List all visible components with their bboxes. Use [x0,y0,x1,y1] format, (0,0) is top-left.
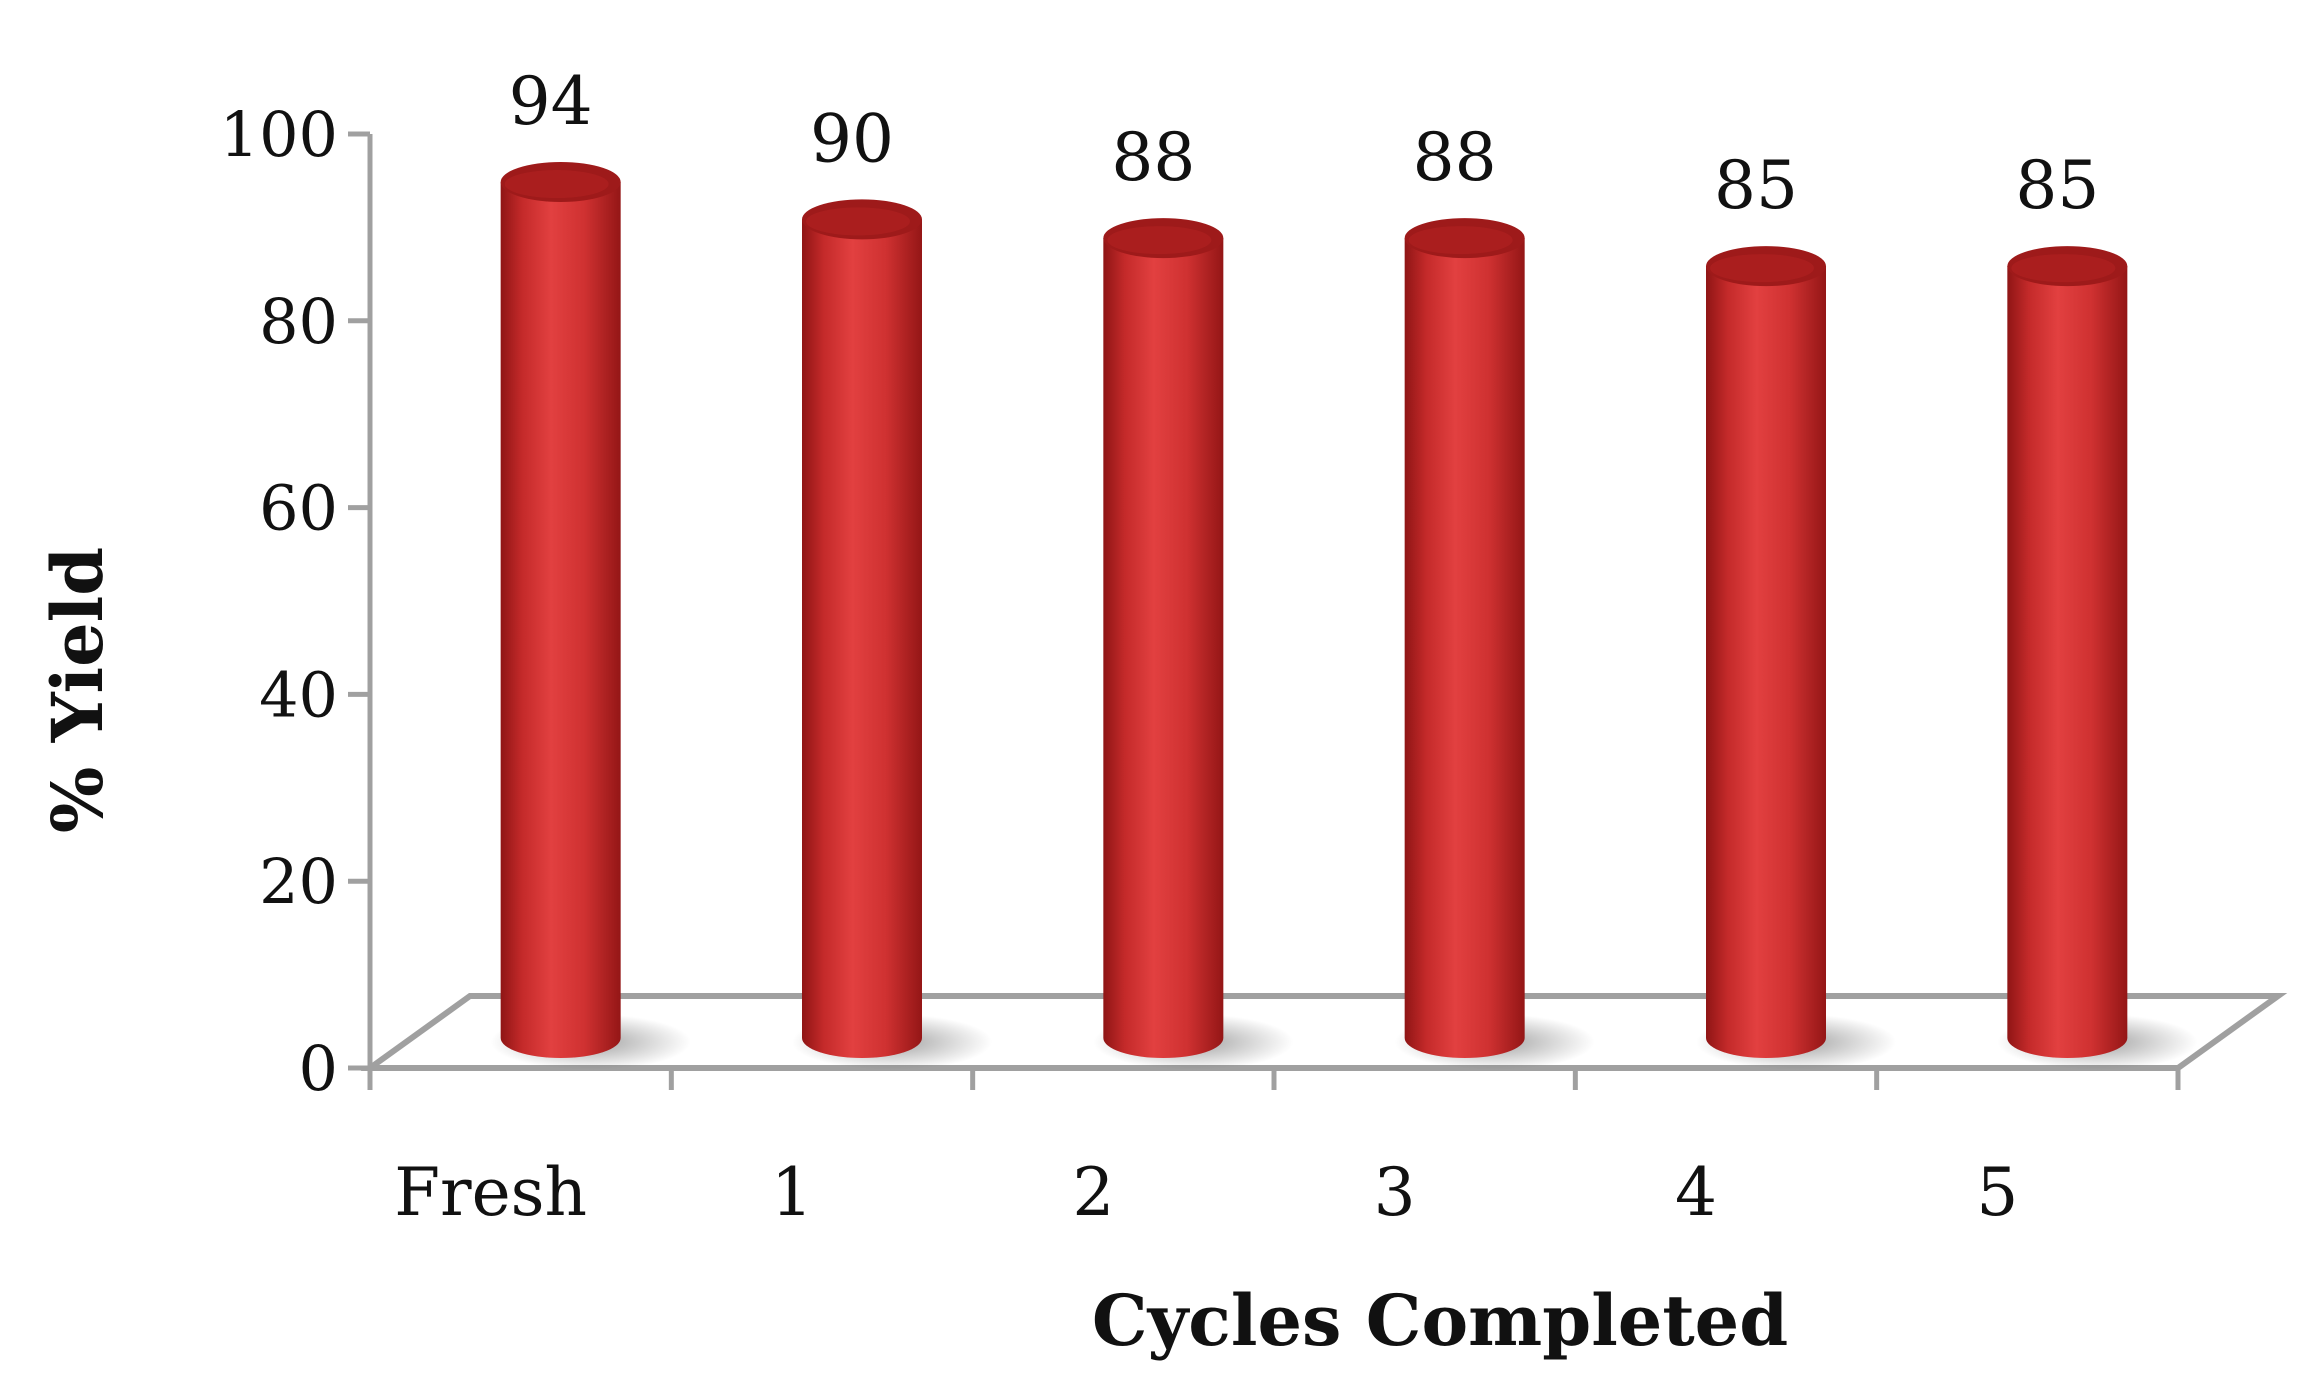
data-label: 88 [1111,119,1195,196]
bar [1997,246,2198,1070]
bar-top-highlight [806,207,910,236]
bar [1696,246,1896,1070]
bar-series [490,162,2198,1070]
y-tick-label: 20 [259,845,338,918]
y-tick-label: 60 [259,472,338,545]
bar [490,162,691,1070]
data-label: 90 [810,100,894,177]
x-tick-label: 5 [1976,1154,2018,1231]
y-tick-label: 80 [259,285,338,358]
bar [792,199,992,1070]
bar-top-highlight [1408,226,1513,255]
bar-body [802,219,922,1058]
bar-body [2007,266,2128,1058]
data-label: 85 [1714,147,1798,224]
y-tick-label: 0 [299,1032,338,1105]
x-axis-title: Cycles Completed [1092,1279,1788,1362]
bar-top-highlight [1107,226,1212,255]
bar [1093,218,1294,1070]
y-axis-title: % Yield [36,547,119,833]
x-tick-label: Fresh [394,1154,587,1231]
bar-body [500,182,621,1058]
bar-body [1103,238,1224,1058]
data-label: 85 [2015,147,2099,224]
y-tick-label: 100 [220,98,338,171]
x-tick-label: 1 [771,1154,813,1231]
x-tick-label: 3 [1374,1154,1416,1231]
chart-axes [348,131,2181,1090]
bar-top-highlight [2011,254,2116,283]
bar [1394,218,1595,1070]
y-tick-label: 40 [259,658,338,731]
data-label: 94 [509,63,593,140]
bar-top-highlight [1710,254,1814,283]
x-tick-label: 2 [1072,1154,1114,1231]
chart-labels: 0 20 40 60 80 100 94 Fresh 90 1 88 2 88 3 85 4 85 5 [220,63,2100,1231]
bar-top-highlight [504,170,609,199]
data-label: 88 [1413,119,1497,196]
x-tick-label: 4 [1675,1154,1717,1231]
bar-body [1404,238,1525,1058]
bar-body [1706,266,1826,1059]
